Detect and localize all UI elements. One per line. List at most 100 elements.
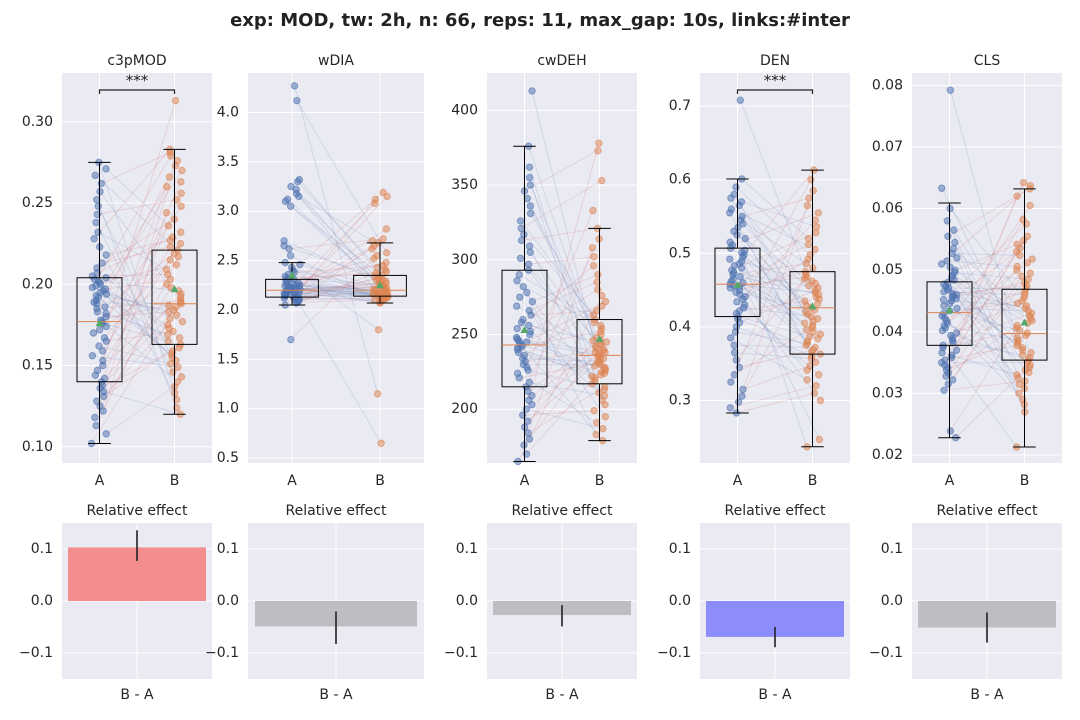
effect-panel-4: −0.1 0.0 0.1 Relative effect B - A [657, 503, 850, 703]
data-point-a [102, 165, 110, 173]
y-tick-label: 2.0 [217, 302, 239, 318]
panel-title: CLS [974, 53, 1001, 69]
mean-marker-a [288, 271, 296, 279]
data-point-b [589, 336, 597, 345]
pair-link [93, 149, 171, 240]
data-point-b [174, 363, 182, 371]
pair-link [104, 259, 171, 339]
pair-link [732, 263, 807, 276]
data-point-a [519, 282, 528, 291]
data-point-a [526, 202, 535, 210]
pair-link [739, 263, 814, 333]
pair-link [102, 176, 170, 361]
pair-link [284, 262, 379, 331]
pair-link [951, 277, 1030, 368]
pair-link [522, 410, 595, 416]
data-point-b [593, 306, 601, 315]
data-point-b [813, 315, 822, 323]
data-point-a [726, 404, 734, 412]
x-tick-label: A [520, 473, 530, 489]
data-point-b [1028, 255, 1036, 263]
data-point-a [525, 163, 534, 171]
y-tick-label: 0.0 [881, 593, 903, 609]
data-point-b [176, 239, 185, 248]
data-point-a [96, 326, 104, 334]
data-point-a [738, 212, 746, 221]
pair-link [952, 285, 1027, 295]
data-point-a [949, 244, 957, 253]
data-point-b [1013, 240, 1021, 248]
data-point-a [953, 254, 961, 262]
pair-link [734, 327, 813, 376]
data-point-b [379, 235, 387, 243]
pair-link [951, 300, 1027, 307]
x-tick-label: B [170, 473, 180, 489]
data-point-b [596, 321, 605, 330]
pair-link [516, 280, 596, 382]
data-point-a [526, 327, 535, 336]
mean-marker-b [376, 281, 384, 289]
y-tick-label: 0.04 [872, 324, 903, 340]
data-point-a [517, 224, 525, 233]
pair-link [735, 278, 805, 361]
pair-link [519, 343, 603, 441]
pair-link [296, 100, 388, 253]
data-point-a [525, 306, 533, 315]
pair-link [739, 349, 814, 368]
pair-link [521, 227, 598, 241]
data-point-b [811, 343, 819, 352]
y-tick-label: 0.5 [669, 245, 691, 261]
pair-link [529, 166, 603, 401]
pair-link [92, 355, 178, 368]
pair-link [523, 286, 595, 323]
pair-link [739, 271, 806, 291]
y-tick-label: 3.0 [217, 203, 239, 219]
panel-den: 0.3 0.4 0.5 0.6 0.7 DEN A B *** [669, 53, 850, 489]
y-tick-label: 0.20 [22, 276, 53, 292]
y-tick-label: 2.5 [217, 253, 239, 269]
pair-link [956, 257, 1026, 413]
pair-link [94, 287, 172, 418]
data-point-a [946, 427, 955, 435]
pair-link [738, 205, 810, 286]
data-point-b [806, 362, 814, 370]
data-point-a [732, 356, 740, 364]
data-point-b [592, 418, 601, 427]
data-point-b [805, 194, 813, 202]
data-point-b [172, 261, 181, 269]
pair-link [737, 318, 807, 346]
pair-link [96, 199, 178, 408]
y-tick-label: 300 [451, 252, 478, 268]
pair-link [96, 343, 181, 402]
pair-link [97, 231, 167, 271]
data-point-b [589, 206, 597, 215]
data-point-a [512, 302, 521, 310]
data-point-a [524, 417, 532, 425]
pair-link [730, 385, 817, 409]
pair-link [949, 303, 1019, 379]
x-tick-label: A [945, 473, 955, 489]
data-point-b [1019, 215, 1027, 224]
pair-link [950, 247, 1021, 336]
data-point-a [523, 338, 531, 346]
pair-link [290, 262, 387, 288]
pair-link [946, 260, 1018, 267]
y-tick-label: 0.02 [872, 447, 903, 463]
pair-link [733, 278, 808, 342]
pair-link [529, 352, 596, 440]
data-point-a [513, 369, 522, 378]
pair-link [955, 369, 1026, 439]
pair-link [943, 223, 1027, 301]
pair-link [287, 199, 383, 288]
pair-link [528, 143, 600, 401]
y-tick-label: 3.5 [217, 154, 239, 170]
pair-link [738, 190, 814, 403]
pair-link [736, 234, 813, 282]
data-point-a [943, 257, 951, 265]
x-tick-label: B - A [970, 687, 1004, 703]
pair-link [527, 386, 606, 434]
y-tick-label: −0.1 [869, 645, 903, 661]
box-a [926, 281, 973, 346]
pair-link [730, 337, 808, 381]
pair-link [943, 380, 1026, 391]
